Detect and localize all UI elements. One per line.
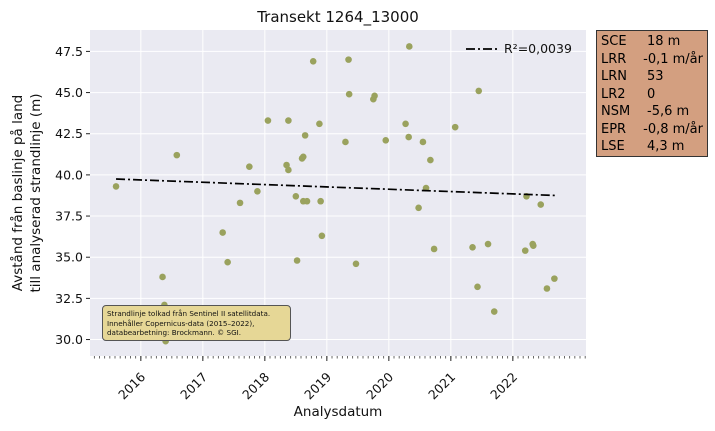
data-point [318, 232, 326, 240]
y-tick-label: 37.5 [55, 209, 83, 224]
legend: R²=0,0039 [466, 41, 572, 56]
y-tick-label: 40.0 [55, 167, 83, 182]
data-point [422, 184, 430, 192]
y-axis-label-line1: Avstånd från baslinje på land [9, 95, 26, 291]
x-tick-label: 2019 [301, 369, 334, 402]
data-point [402, 120, 409, 128]
stat-value: 0 [647, 86, 656, 102]
data-point [521, 247, 529, 254]
stat-row-sce: SCE 18 m [601, 33, 703, 51]
data-point [345, 56, 352, 63]
credit-line: databearbetning: Brockmann. © SGI. [107, 328, 242, 337]
data-point [475, 87, 483, 95]
data-point [352, 260, 360, 268]
stat-value: -0,8 m/år [643, 121, 703, 137]
stat-key: NSM [601, 104, 631, 119]
data-point [415, 204, 422, 212]
x-tick-label: 2017 [177, 369, 210, 402]
data-point [112, 183, 120, 190]
data-point [345, 90, 353, 98]
data-point [490, 308, 498, 315]
stat-value: 53 [647, 69, 664, 84]
data-point [173, 151, 181, 159]
data-point [219, 229, 226, 236]
y-axis-ticks: 30.0 32.5 35.0 37.5 40.0 42.5 45.0 47.5 [55, 44, 90, 347]
data-point [285, 117, 292, 124]
data-point [292, 192, 300, 200]
legend-trend-label: R²=0,0039 [504, 41, 572, 56]
data-point [236, 199, 244, 207]
stat-key: LSE [601, 139, 625, 154]
data-credit-box: Strandlinje tolkad från Sentinel II sate… [102, 305, 291, 341]
x-minor-ticks [93, 356, 586, 359]
stat-key: LR2 [601, 86, 626, 102]
stat-row-lrr: LRR -0,1 m/år [601, 51, 703, 69]
data-point [474, 283, 481, 291]
data-point [159, 273, 166, 281]
statistics-box: SCE 18 m LRR -0,1 m/år LRN 53 LR2 0 NSM … [596, 30, 708, 157]
credit-line: Strandlinje tolkad från Sentinel II sate… [107, 309, 271, 318]
data-point [405, 133, 412, 141]
y-tick-label: 42.5 [55, 126, 83, 141]
trend-line [116, 178, 556, 197]
data-point [371, 92, 378, 100]
stat-value: 18 m [647, 34, 681, 49]
stat-row-epr: EPR -0,8 m/år [601, 121, 703, 139]
y-tick-label: 47.5 [55, 44, 83, 59]
data-point [419, 138, 427, 146]
x-tick-label: 2020 [363, 369, 396, 402]
data-point [246, 163, 253, 170]
data-point [309, 57, 317, 65]
y-tick-label: 35.0 [55, 250, 83, 265]
credit-line: Innehåller Copernicus-data (2015–2022), [107, 318, 255, 328]
data-point [285, 166, 292, 174]
data-point [293, 257, 301, 264]
data-point [342, 138, 349, 146]
data-point [406, 43, 413, 50]
chart-title: Transekt 1264_13000 [256, 8, 419, 27]
data-point [430, 245, 438, 253]
stat-row-nsm: NSM -5,6 m [601, 103, 703, 121]
data-point [530, 242, 537, 249]
data-point [316, 120, 323, 128]
y-axis-label-line2: till analyserad strandlinje (m) [28, 93, 44, 292]
y-tick-label: 45.0 [55, 85, 83, 100]
data-points [112, 43, 558, 345]
data-point [427, 156, 434, 164]
stat-key: LRN [601, 69, 627, 84]
stat-key: EPR [601, 121, 627, 137]
x-tick-label: 2022 [487, 369, 520, 402]
data-point [551, 275, 558, 282]
stat-key: SCE [601, 34, 627, 49]
data-point [543, 285, 551, 292]
x-tick-label: 2018 [239, 369, 272, 402]
data-point [301, 132, 309, 139]
data-point [484, 240, 492, 248]
x-tick-label: 2016 [115, 369, 148, 402]
data-point [469, 244, 476, 251]
data-point [317, 197, 324, 205]
data-point [303, 197, 311, 205]
stat-value: -5,6 m [647, 104, 690, 119]
stat-value: 4,3 m [647, 139, 685, 154]
stat-key: LRR [601, 51, 627, 67]
stat-row-lrn: LRN 53 [601, 68, 703, 86]
data-point [254, 188, 261, 195]
data-point [382, 137, 390, 144]
data-point [224, 258, 231, 266]
data-point [451, 123, 459, 131]
stat-row-lr2: LR2 0 [601, 86, 703, 104]
y-tick-label: 32.5 [55, 291, 83, 306]
data-point [264, 117, 272, 124]
y-tick-label: 30.0 [55, 332, 83, 347]
x-axis-ticks: 2016 2017 2018 2019 2020 2021 2022 [115, 356, 520, 402]
grid-lines [90, 30, 586, 356]
stat-row-lse: LSE 4,3 m [601, 138, 703, 156]
data-point [537, 201, 545, 208]
x-axis-label: Analysdatum [294, 404, 383, 420]
stat-value: -0,1 m/år [643, 51, 703, 67]
x-tick-label: 2021 [425, 369, 458, 402]
data-point [299, 153, 307, 161]
